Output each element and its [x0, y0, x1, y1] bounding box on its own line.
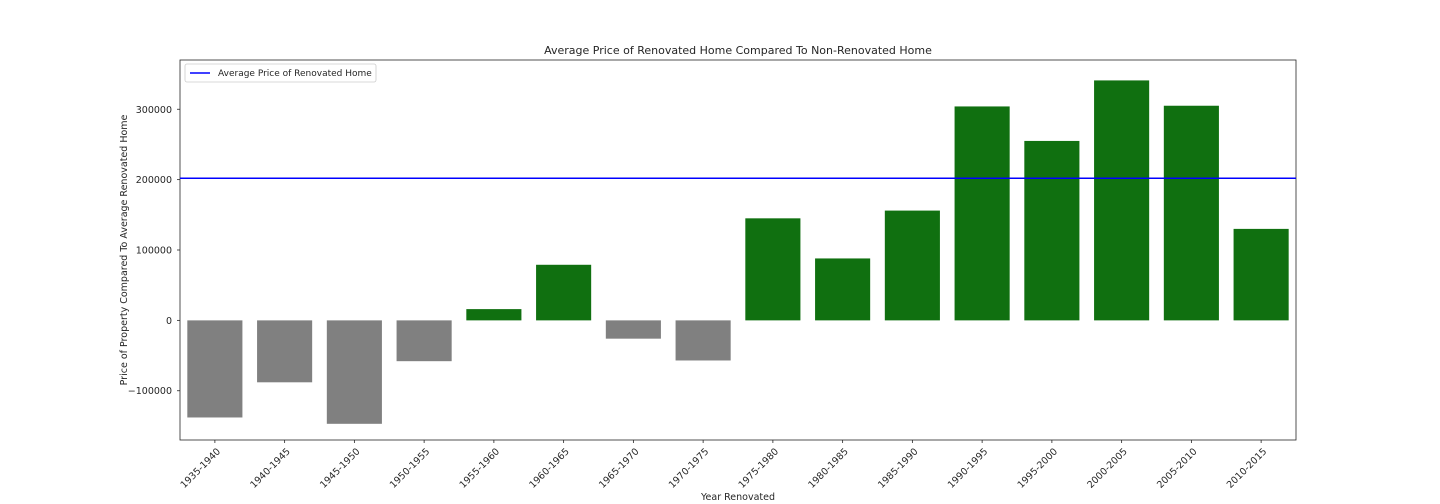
x-tick-label: 1940-1945 [248, 446, 292, 490]
bar-1950-1955 [396, 320, 452, 362]
x-tick-label: 1975-1980 [737, 446, 781, 490]
x-tick-label: 1995-2000 [1016, 446, 1060, 490]
y-axis-ticks: −100000 0 100000 200000 300000 [128, 105, 180, 397]
legend-box [184, 63, 377, 83]
x-axis-ticks: 1935-1940 1940-1945 1945-1950 1950-1955 1955… [179, 440, 1269, 491]
y-axis-label: Price of Property Compared To Average Re… [119, 114, 130, 385]
bar-1985-1990 [884, 210, 940, 321]
legend: Average Price of Renovated Home [184, 63, 377, 83]
bar-1945-1950 [326, 320, 382, 424]
x-tick-label: 1955-1960 [458, 446, 502, 490]
x-axis-label: Year Renovated [700, 492, 775, 503]
bar-1975-1980 [745, 218, 801, 321]
y-tick-label: 100000 [136, 246, 172, 257]
bar-1955-1960 [466, 309, 522, 321]
x-tick-label: 1950-1955 [388, 446, 432, 490]
x-tick-label: 1985-1990 [876, 446, 920, 490]
chart-title: Average Price of Renovated Home Compared… [544, 44, 932, 57]
bar-1935-1940 [187, 320, 243, 418]
x-tick-label: 1935-1940 [179, 446, 223, 490]
bar-2005-2010 [1163, 105, 1219, 321]
x-tick-label: 2000-2005 [1085, 446, 1129, 490]
y-tick-label: 300000 [136, 105, 172, 116]
bar-1995-2000 [1024, 140, 1080, 321]
bar-1980-1985 [815, 258, 871, 321]
bar-2010-2015 [1233, 228, 1289, 321]
x-tick-label: 2005-2010 [1155, 446, 1199, 490]
bar-2000-2005 [1094, 80, 1150, 321]
x-tick-label: 1960-1965 [527, 446, 571, 490]
x-tick-label: 1965-1970 [597, 446, 641, 490]
x-tick-label: 2010-2015 [1225, 446, 1269, 490]
bar-1970-1975 [675, 320, 731, 361]
bar-1940-1945 [257, 320, 313, 383]
legend-label: Average Price of Renovated Home [218, 69, 372, 79]
x-tick-label: 1990-1995 [946, 446, 990, 490]
bar-1965-1970 [605, 320, 661, 339]
bars [187, 80, 1289, 424]
x-tick-label: 1980-1985 [806, 446, 850, 490]
y-tick-label: −100000 [128, 386, 172, 397]
bar-1960-1965 [536, 264, 592, 321]
y-tick-label: 0 [166, 316, 172, 327]
y-tick-label: 200000 [136, 175, 172, 186]
x-tick-label: 1945-1950 [318, 446, 362, 490]
bar-1990-1995 [954, 106, 1010, 321]
x-tick-label: 1970-1975 [667, 446, 711, 490]
